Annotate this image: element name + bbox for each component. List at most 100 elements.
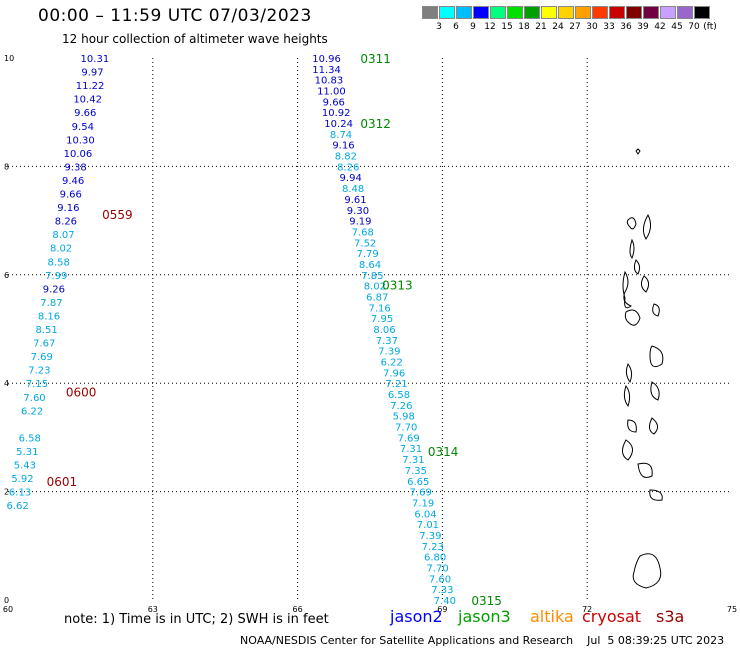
wave-height-value: 5.92: [11, 474, 33, 485]
satellite-legend-s3a: s3a: [656, 607, 685, 626]
island-outline: [627, 419, 637, 433]
legend-swatch: [456, 6, 472, 19]
legend-label: 6: [453, 22, 459, 32]
wave-height-value: 6.13: [9, 488, 31, 499]
wave-height-value: 7.70: [426, 563, 448, 574]
wave-height-value: 8.51: [35, 325, 57, 336]
wave-height-value: 5.98: [393, 412, 415, 423]
x-tick-label: 72: [582, 605, 592, 614]
legend-swatch: [558, 6, 574, 19]
wave-height-value: 11.22: [76, 81, 105, 92]
legend-swatch: [473, 6, 489, 19]
wave-height-value: 6.87: [366, 292, 388, 303]
legend-label: 21: [535, 22, 547, 32]
legend-swatch: [609, 6, 625, 19]
x-tick-label: 60: [3, 605, 13, 614]
island-outline: [648, 417, 658, 435]
legend-label: 18: [518, 22, 530, 32]
wave-height-value: 7.26: [390, 401, 412, 412]
wave-height-value: 7.23: [422, 542, 444, 553]
y-tick-label: 2: [4, 488, 9, 497]
wave-height-value: 7.60: [23, 393, 45, 404]
wave-height-value: 7.39: [378, 347, 400, 358]
wave-height-value: 5.31: [16, 447, 38, 458]
wave-height-value: 6.22: [381, 358, 403, 369]
legend-label: 33: [603, 22, 615, 32]
wave-height-value: 6.58: [388, 390, 410, 401]
legend-label: 3: [436, 22, 442, 32]
track-time-label: 0314: [428, 445, 459, 459]
wave-height-value: 10.42: [73, 95, 102, 106]
wave-height-value: 11.34: [312, 65, 341, 76]
x-tick-label: 63: [148, 605, 158, 614]
wave-height-value: 8.58: [48, 257, 70, 268]
wave-height-value: 7.16: [369, 303, 391, 314]
satellite-legend-altika: altika: [530, 607, 574, 626]
wave-height-value: 7.31: [402, 455, 424, 466]
wave-height-value: 6.62: [7, 501, 29, 512]
wave-height-value: 7.31: [400, 444, 422, 455]
legend-swatch: [660, 6, 676, 19]
legend-label: 42: [654, 22, 666, 32]
track-time-label: 0315: [471, 594, 502, 608]
island-outline: [649, 489, 663, 501]
wave-height-value: 7.40: [434, 596, 456, 607]
wave-height-value: 8.64: [359, 260, 381, 271]
island-outline: [625, 362, 633, 384]
track-time-label: 0559: [102, 208, 133, 222]
wave-height-value: 7.23: [28, 366, 50, 377]
island-outlines: [622, 148, 664, 589]
wave-height-value: 9.38: [64, 162, 86, 173]
wave-height-value: 8.82: [335, 152, 357, 163]
legend-label: 70: [688, 22, 700, 32]
legend-swatch: [490, 6, 506, 19]
units-note: note: 1) Time is in UTC; 2) SWH is in fe…: [64, 612, 329, 627]
axis-tick-labels: 60 63 66 69 72 75 0 2 4 6 8 10: [3, 54, 737, 614]
island-outline: [652, 303, 660, 317]
x-tick-label: 66: [293, 605, 303, 614]
legend-swatch: [507, 6, 523, 19]
wave-height-value: 8.48: [342, 184, 364, 195]
wave-height-value: 7.21: [385, 379, 407, 390]
wave-height-value: 6.22: [21, 406, 43, 417]
island-outline: [624, 309, 641, 326]
island-outline: [623, 384, 631, 408]
wave-height-value: 6.58: [19, 433, 41, 444]
wave-height-value: 8.26: [337, 162, 359, 173]
wave-height-value: 7.95: [371, 314, 393, 325]
wave-height-value: 7.68: [352, 227, 374, 238]
legend-label: 9: [470, 22, 476, 32]
y-tick-label: 4: [4, 379, 9, 388]
map-title: 00:00 – 11:59 UTC 07/03/2023: [38, 6, 312, 26]
legend-swatch: [694, 6, 710, 19]
wave-height-value: 9.19: [349, 217, 371, 228]
altimeter-tracks: 10.9611.3410.8311.009.6610.9210.248.749.…: [7, 52, 502, 608]
wave-height-value: 9.94: [340, 173, 362, 184]
wave-height-value: 7.60: [429, 574, 451, 585]
island-outline: [632, 553, 662, 589]
wave-height-value: 7.35: [405, 466, 427, 477]
y-tick-label: 0: [4, 596, 9, 605]
wave-height-value: 10.24: [324, 119, 353, 130]
footer-credit: NOAA/NESDIS Center for Satellite Applica…: [240, 634, 725, 647]
island-outline: [622, 439, 633, 461]
wave-height-value: 10.30: [66, 135, 95, 146]
track-time-label: 0313: [382, 279, 413, 293]
track-time-label: 0311: [360, 52, 391, 66]
wave-height-value: 7.15: [26, 379, 48, 390]
wave-height-value: 7.33: [431, 585, 453, 596]
wave-height-value: 9.66: [74, 108, 96, 119]
wave-height-value: 10.31: [81, 54, 110, 65]
satellite-legend-jason3: jason3: [458, 607, 511, 626]
island-outline: [622, 270, 633, 309]
wave-height-value: 10.83: [315, 76, 344, 87]
track-time-label: 0601: [47, 475, 78, 489]
wave-height-value: 7.96: [383, 368, 405, 379]
legend-label: 36: [620, 22, 632, 32]
wave-height-value: 7.79: [356, 249, 378, 260]
wave-height-value: 7.69: [31, 352, 53, 363]
legend-swatch: [643, 6, 659, 19]
wave-height-value: 11.00: [317, 87, 346, 98]
wave-height-value: 8.02: [364, 282, 386, 293]
